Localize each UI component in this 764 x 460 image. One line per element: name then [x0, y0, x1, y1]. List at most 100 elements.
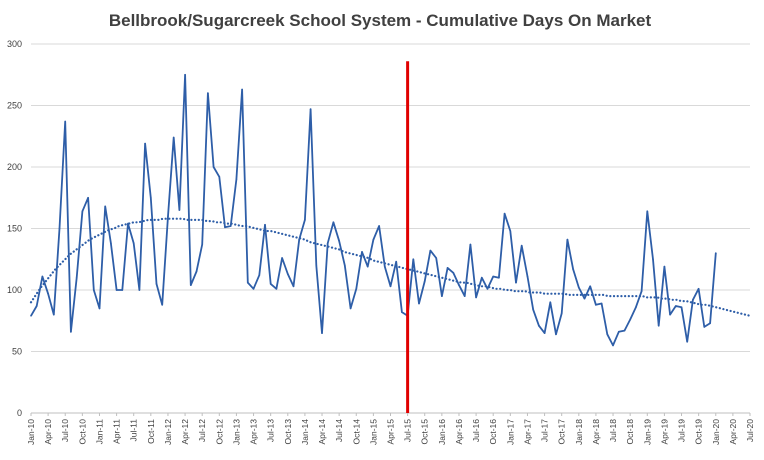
x-tick-label: Jan-13	[231, 419, 241, 445]
gridlines	[31, 43, 750, 414]
data-point	[623, 329, 626, 332]
trendline-series	[29, 217, 752, 317]
data-point	[241, 88, 243, 91]
x-tick-label: Apr-17	[522, 419, 532, 445]
data-point	[292, 285, 295, 288]
data-point	[572, 268, 574, 270]
data-point	[395, 260, 398, 263]
data-point	[692, 299, 694, 301]
x-tick-label: Jul-15	[403, 419, 413, 442]
data-point	[201, 243, 203, 246]
data-point	[384, 265, 386, 268]
x-tick-label: Jan-11	[94, 419, 104, 445]
data-point	[441, 295, 443, 297]
data-point	[93, 289, 95, 291]
data-point	[361, 251, 363, 253]
x-tick-label: Apr-16	[454, 419, 464, 445]
data-point	[321, 332, 323, 334]
data-point	[144, 142, 146, 145]
data-point	[269, 283, 272, 285]
data-point	[64, 120, 66, 123]
data-point	[178, 209, 181, 211]
x-tick-label: Jan-18	[574, 419, 584, 445]
data-point	[646, 210, 649, 213]
data-point	[167, 215, 169, 217]
data-point	[703, 326, 706, 328]
data-point	[458, 284, 460, 286]
data-series-line	[30, 73, 717, 347]
x-tick-label: Jan-19	[642, 419, 652, 445]
data-point	[184, 74, 186, 76]
data-point	[446, 267, 449, 269]
x-tick-label: Oct-11	[146, 419, 156, 444]
data-point	[190, 284, 192, 286]
data-point	[686, 340, 688, 343]
data-point	[697, 288, 700, 290]
x-tick-label: Apr-15	[386, 419, 396, 445]
data-point	[435, 257, 438, 259]
y-axis: 0 50 100 150 200 250 300	[7, 39, 22, 418]
data-point	[218, 176, 221, 178]
data-point	[378, 225, 380, 227]
x-tick-label: Jan-10	[26, 419, 36, 445]
data-point	[104, 205, 106, 208]
data-point	[110, 242, 112, 245]
data-point	[663, 265, 666, 268]
data-point	[503, 212, 506, 215]
x-tick-label: Jul-10	[60, 419, 70, 442]
data-point	[81, 210, 84, 213]
x-tick-label: Jan-17	[505, 419, 515, 445]
data-point	[349, 307, 352, 310]
y-tick-label: 300	[7, 39, 22, 49]
data-point	[275, 288, 278, 290]
data-point	[304, 219, 306, 221]
x-tick-label: Apr-10	[43, 419, 53, 445]
data-point	[252, 288, 255, 290]
data-point	[555, 333, 557, 336]
data-point	[560, 312, 563, 315]
x-tick-label: Oct-19	[694, 419, 704, 445]
data-point	[332, 221, 335, 224]
data-point	[401, 311, 403, 313]
data-point	[509, 230, 512, 232]
x-tick-label: Jul-17	[540, 419, 550, 442]
data-point	[481, 276, 483, 279]
data-point	[281, 257, 283, 259]
data-point	[326, 242, 329, 245]
data-point	[429, 249, 432, 252]
data-point	[589, 285, 591, 288]
data-point	[629, 318, 631, 321]
x-tick-label: Jul-18	[608, 419, 618, 442]
data-point	[452, 272, 455, 274]
x-tick-label: Oct-17	[557, 419, 567, 445]
data-point	[195, 270, 198, 273]
data-point	[115, 289, 118, 291]
data-point	[418, 302, 420, 305]
data-point	[463, 295, 466, 297]
y-tick-label: 150	[7, 224, 22, 234]
x-tick-label: Jan-15	[368, 419, 378, 445]
data-point	[338, 240, 340, 242]
data-point	[549, 301, 552, 304]
data-point	[543, 332, 546, 334]
data-point	[53, 313, 55, 316]
x-tick-label: Apr-14	[317, 419, 327, 445]
data-point	[532, 308, 534, 311]
x-tick-label: Oct-15	[420, 419, 430, 445]
data-point	[680, 306, 683, 309]
data-point	[412, 258, 415, 261]
x-tick-label: Apr-11	[112, 419, 122, 444]
data-point	[475, 296, 477, 299]
data-point	[606, 333, 609, 336]
data-point	[612, 344, 614, 347]
data-point	[600, 302, 603, 305]
data-point	[47, 292, 49, 295]
x-tick-label: Jul-14	[334, 419, 344, 442]
data-point	[70, 331, 72, 333]
data-point	[669, 313, 671, 316]
x-tick-label: Jan-20	[711, 419, 721, 445]
data-point	[344, 264, 346, 267]
x-tick-label: Oct-14	[351, 419, 361, 445]
data-point	[247, 281, 249, 284]
